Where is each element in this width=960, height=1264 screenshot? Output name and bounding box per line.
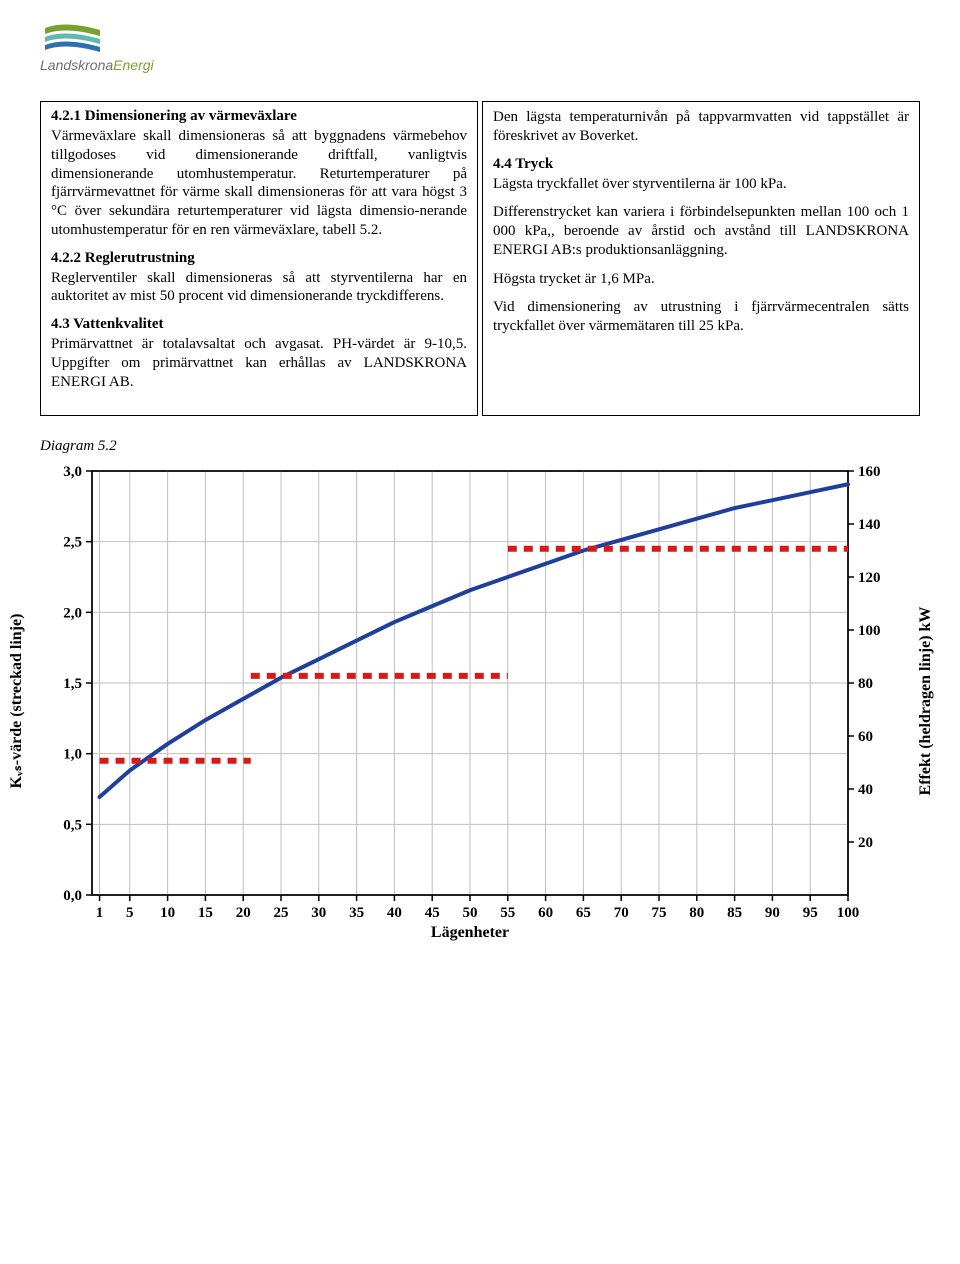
svg-text:100: 100 bbox=[858, 623, 881, 639]
y-axis-left-label: Kᵥₛ-värde (streckad linje) bbox=[6, 614, 26, 789]
svg-text:75: 75 bbox=[652, 905, 667, 921]
logo-svg: LandskronaEnergi bbox=[40, 20, 190, 78]
svg-text:2,5: 2,5 bbox=[63, 535, 82, 551]
svg-text:120: 120 bbox=[858, 570, 881, 586]
section-422-title: 4.2.2 Reglerutrustning bbox=[51, 250, 467, 267]
svg-text:40: 40 bbox=[858, 782, 873, 798]
section-421-title: 4.2.1 Dimensionering av värmeväxlare bbox=[51, 108, 467, 125]
svg-text:65: 65 bbox=[576, 905, 591, 921]
svg-text:70: 70 bbox=[614, 905, 629, 921]
section-421-body: Värmeväxlare skall dimensioneras så att … bbox=[51, 127, 467, 240]
svg-text:0,0: 0,0 bbox=[63, 888, 82, 904]
svg-text:140: 140 bbox=[858, 517, 881, 533]
svg-text:20: 20 bbox=[858, 835, 873, 851]
section-43-title: 4.3 Vattenkvalitet bbox=[51, 316, 467, 333]
svg-text:60: 60 bbox=[858, 729, 873, 745]
section-422-body: Reglerventiler skall dimensioneras så at… bbox=[51, 269, 467, 307]
svg-text:80: 80 bbox=[858, 676, 873, 692]
svg-text:5: 5 bbox=[126, 905, 134, 921]
svg-text:3,0: 3,0 bbox=[63, 464, 82, 480]
svg-text:Lägenheter: Lägenheter bbox=[431, 924, 509, 941]
right-column: Den lägsta temperaturnivån på tappvarmva… bbox=[482, 101, 920, 416]
svg-text:35: 35 bbox=[349, 905, 364, 921]
svg-text:20: 20 bbox=[236, 905, 251, 921]
right-p3: Differenstrycket kan variera i förbindel… bbox=[493, 203, 909, 259]
svg-text:30: 30 bbox=[311, 905, 326, 921]
svg-text:10: 10 bbox=[160, 905, 175, 921]
svg-text:40: 40 bbox=[387, 905, 402, 921]
right-p1: Den lägsta temperaturnivån på tappvarmva… bbox=[493, 108, 909, 146]
svg-text:80: 80 bbox=[689, 905, 704, 921]
svg-text:15: 15 bbox=[198, 905, 213, 921]
svg-text:1,5: 1,5 bbox=[63, 676, 82, 692]
right-p2: Lägsta tryckfallet över styrventilerna ä… bbox=[493, 175, 909, 194]
logo-text: LandskronaEnergi bbox=[40, 57, 155, 73]
svg-text:55: 55 bbox=[500, 905, 515, 921]
left-column: 4.2.1 Dimensionering av värmeväxlare Vär… bbox=[40, 101, 478, 416]
right-p5: Vid dimensionering av utrustning i fjärr… bbox=[493, 298, 909, 336]
diagram-chart: 1510152025303540455055606570758085909510… bbox=[30, 461, 910, 941]
svg-text:90: 90 bbox=[765, 905, 780, 921]
right-p4: Högsta trycket är 1,6 MPa. bbox=[493, 270, 909, 289]
svg-text:25: 25 bbox=[274, 905, 289, 921]
svg-text:0,5: 0,5 bbox=[63, 818, 82, 834]
svg-text:1: 1 bbox=[96, 905, 104, 921]
svg-text:160: 160 bbox=[858, 464, 881, 480]
section-43-body: Primärvattnet är totalavsaltat och avgas… bbox=[51, 335, 467, 391]
svg-text:45: 45 bbox=[425, 905, 440, 921]
diagram-caption: Diagram 5.2 bbox=[40, 438, 920, 455]
text-columns: 4.2.1 Dimensionering av värmeväxlare Vär… bbox=[40, 101, 920, 416]
y-axis-right-label: Effekt (heldragen linje) kW bbox=[917, 607, 935, 796]
section-44-title: 4.4 Tryck bbox=[493, 156, 909, 173]
svg-text:60: 60 bbox=[538, 905, 553, 921]
chart-container: Kᵥₛ-värde (streckad linje) Effekt (heldr… bbox=[30, 461, 910, 941]
svg-text:85: 85 bbox=[727, 905, 742, 921]
svg-text:1,0: 1,0 bbox=[63, 747, 82, 763]
brand-logo: LandskronaEnergi bbox=[40, 20, 920, 83]
svg-text:95: 95 bbox=[803, 905, 818, 921]
svg-text:50: 50 bbox=[463, 905, 478, 921]
svg-text:2,0: 2,0 bbox=[63, 606, 82, 622]
svg-text:100: 100 bbox=[837, 905, 860, 921]
